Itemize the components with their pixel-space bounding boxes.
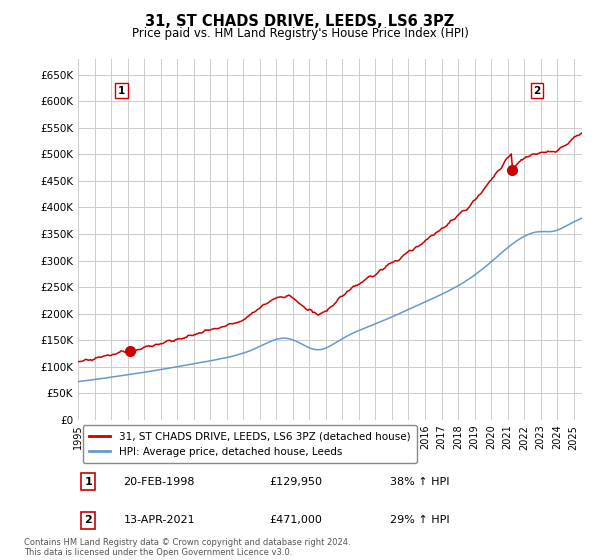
- Text: 31, ST CHADS DRIVE, LEEDS, LS6 3PZ: 31, ST CHADS DRIVE, LEEDS, LS6 3PZ: [145, 14, 455, 29]
- Text: Contains HM Land Registry data © Crown copyright and database right 2024.
This d: Contains HM Land Registry data © Crown c…: [24, 538, 350, 557]
- Text: 20-FEB-1998: 20-FEB-1998: [124, 477, 195, 487]
- Text: Price paid vs. HM Land Registry's House Price Index (HPI): Price paid vs. HM Land Registry's House …: [131, 27, 469, 40]
- Text: 29% ↑ HPI: 29% ↑ HPI: [391, 515, 450, 525]
- Text: 1: 1: [84, 477, 92, 487]
- Legend: 31, ST CHADS DRIVE, LEEDS, LS6 3PZ (detached house), HPI: Average price, detache: 31, ST CHADS DRIVE, LEEDS, LS6 3PZ (deta…: [83, 425, 416, 463]
- Text: £129,950: £129,950: [269, 477, 323, 487]
- Text: 2: 2: [84, 515, 92, 525]
- Text: 2: 2: [533, 86, 541, 96]
- Text: £471,000: £471,000: [269, 515, 322, 525]
- Text: 13-APR-2021: 13-APR-2021: [124, 515, 195, 525]
- Text: 1: 1: [118, 86, 125, 96]
- Text: 38% ↑ HPI: 38% ↑ HPI: [391, 477, 450, 487]
